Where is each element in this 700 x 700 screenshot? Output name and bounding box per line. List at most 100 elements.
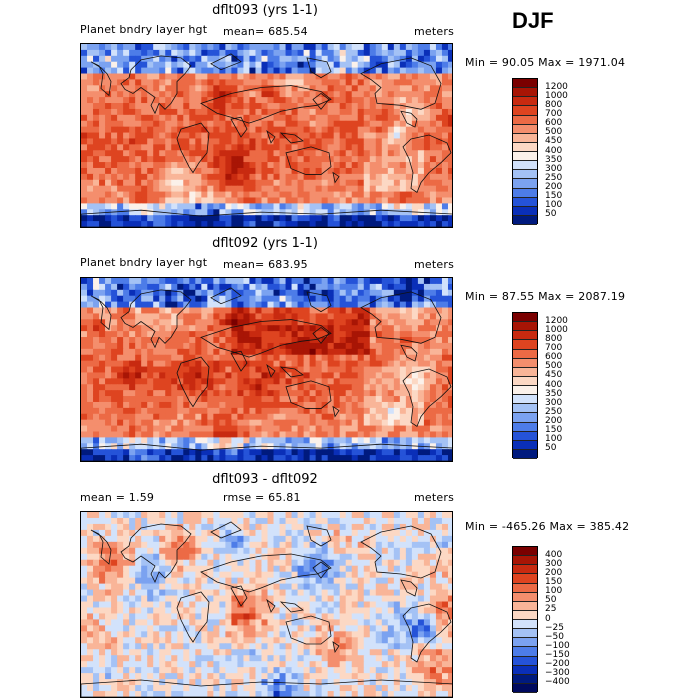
map-cell bbox=[327, 449, 335, 456]
map-cell bbox=[81, 401, 88, 409]
map-cell bbox=[375, 44, 383, 51]
map-cell bbox=[219, 162, 226, 169]
map-cell bbox=[303, 278, 311, 285]
map-cell bbox=[345, 185, 353, 193]
map-cell bbox=[159, 313, 166, 320]
map-cell bbox=[99, 67, 106, 75]
map-cell bbox=[183, 541, 190, 549]
map-cell bbox=[315, 278, 323, 285]
map-cell bbox=[417, 61, 425, 69]
map-cell bbox=[369, 360, 377, 368]
map-cell bbox=[303, 455, 311, 461]
map-cell bbox=[447, 120, 452, 128]
map-cell bbox=[195, 144, 202, 151]
map-cell bbox=[237, 108, 245, 116]
map-cell bbox=[195, 278, 202, 285]
map-cell bbox=[387, 396, 395, 403]
map-cell bbox=[363, 366, 371, 374]
map-cell bbox=[399, 49, 407, 57]
map-cell bbox=[381, 366, 389, 374]
map-cell bbox=[81, 396, 88, 403]
map-cell bbox=[321, 407, 329, 415]
map-cell bbox=[99, 583, 106, 591]
map-cell bbox=[405, 372, 413, 379]
map-cell bbox=[339, 449, 347, 456]
map-cell bbox=[273, 91, 281, 98]
map-cell bbox=[417, 378, 425, 385]
map-cell bbox=[327, 455, 335, 461]
map-cell bbox=[267, 437, 275, 444]
map-cell bbox=[327, 313, 335, 320]
map-cell bbox=[213, 607, 220, 615]
map-cell bbox=[207, 61, 214, 69]
map-cell bbox=[375, 571, 383, 579]
map-cell bbox=[171, 61, 178, 69]
map-cell bbox=[225, 173, 233, 181]
map-cell bbox=[339, 313, 347, 320]
map-cell bbox=[201, 114, 208, 122]
map-cell bbox=[369, 419, 377, 427]
map-cell bbox=[105, 150, 112, 157]
map-cell bbox=[231, 179, 239, 187]
map-cell bbox=[171, 595, 178, 603]
map-cell bbox=[171, 589, 178, 597]
map-cell bbox=[255, 437, 263, 444]
map-cell bbox=[213, 413, 220, 421]
map-cell bbox=[159, 173, 166, 181]
map-cell bbox=[417, 144, 425, 151]
map-cell bbox=[363, 325, 371, 332]
map-cell bbox=[141, 91, 148, 98]
map-cell bbox=[93, 354, 100, 362]
map-cell bbox=[201, 354, 208, 362]
map-cell bbox=[321, 203, 329, 210]
map-cell bbox=[135, 360, 142, 368]
map-cell bbox=[153, 79, 160, 86]
map-cell bbox=[321, 455, 329, 461]
map-cell bbox=[93, 325, 100, 332]
map-cell bbox=[117, 366, 124, 374]
map-cell bbox=[225, 307, 233, 315]
map-cell bbox=[345, 366, 353, 374]
map-cell bbox=[159, 179, 166, 187]
map-cell bbox=[387, 331, 395, 338]
map-cell bbox=[393, 337, 401, 344]
map-cell bbox=[105, 512, 112, 519]
map-cell bbox=[153, 413, 160, 421]
map-cell bbox=[201, 162, 208, 169]
map-cell bbox=[291, 179, 299, 187]
map-cell bbox=[171, 126, 178, 134]
map-cell bbox=[291, 55, 299, 63]
colorbar-swatch bbox=[513, 197, 537, 207]
map-cell bbox=[153, 278, 160, 285]
map-cell bbox=[183, 607, 190, 615]
map-cell bbox=[195, 301, 202, 309]
map-cell bbox=[375, 565, 383, 573]
map-cell bbox=[327, 529, 335, 537]
map-cell bbox=[135, 342, 142, 350]
map-cell bbox=[147, 589, 154, 597]
map-cell bbox=[219, 342, 226, 350]
map-cell bbox=[291, 378, 299, 385]
map-cell bbox=[381, 203, 389, 210]
map-cell bbox=[267, 455, 275, 461]
map-cell bbox=[351, 126, 359, 134]
map-cell bbox=[399, 419, 407, 427]
map-cell bbox=[315, 215, 323, 222]
map-cell bbox=[225, 571, 233, 579]
map-cell bbox=[279, 547, 287, 555]
map-cell bbox=[363, 437, 371, 444]
map-cell bbox=[153, 331, 160, 338]
map-cell bbox=[309, 583, 317, 591]
map-cell bbox=[231, 203, 239, 210]
map-cell bbox=[201, 138, 208, 145]
map-cell bbox=[375, 167, 383, 175]
map-cell bbox=[297, 295, 305, 303]
map-cell bbox=[393, 401, 401, 409]
map-cell bbox=[303, 595, 311, 603]
map-cell bbox=[399, 517, 407, 525]
map-cell bbox=[213, 348, 220, 356]
map-cell bbox=[423, 360, 431, 368]
map-cell bbox=[429, 91, 437, 98]
map-cell bbox=[213, 191, 220, 199]
map-cell bbox=[93, 571, 100, 579]
